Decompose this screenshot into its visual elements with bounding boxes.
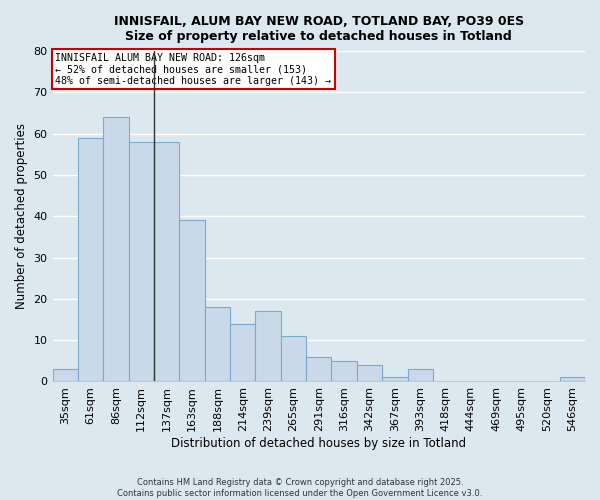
Bar (179, 220, 205, 382)
Bar (103, 117, 128, 382)
Bar (560, 378, 585, 382)
Text: INNISFAIL ALUM BAY NEW ROAD: 126sqm
← 52% of detached houses are smaller (153)
4: INNISFAIL ALUM BAY NEW ROAD: 126sqm ← 52… (55, 53, 331, 86)
Title: INNISFAIL, ALUM BAY NEW ROAD, TOTLAND BAY, PO39 0ES
Size of property relative to: INNISFAIL, ALUM BAY NEW ROAD, TOTLAND BA… (114, 15, 524, 43)
Bar (53, 369, 78, 382)
Bar (382, 378, 407, 382)
Bar (306, 356, 331, 382)
Bar (331, 361, 357, 382)
Text: Contains HM Land Registry data © Crown copyright and database right 2025.
Contai: Contains HM Land Registry data © Crown c… (118, 478, 482, 498)
Bar (230, 324, 256, 382)
Bar (128, 142, 154, 382)
Bar (78, 138, 103, 382)
Bar (256, 312, 281, 382)
Bar (407, 369, 433, 382)
Bar (205, 307, 230, 382)
Bar (154, 142, 179, 382)
Bar (281, 336, 306, 382)
X-axis label: Distribution of detached houses by size in Totland: Distribution of detached houses by size … (171, 437, 466, 450)
Y-axis label: Number of detached properties: Number of detached properties (15, 124, 28, 310)
Bar (357, 365, 382, 382)
